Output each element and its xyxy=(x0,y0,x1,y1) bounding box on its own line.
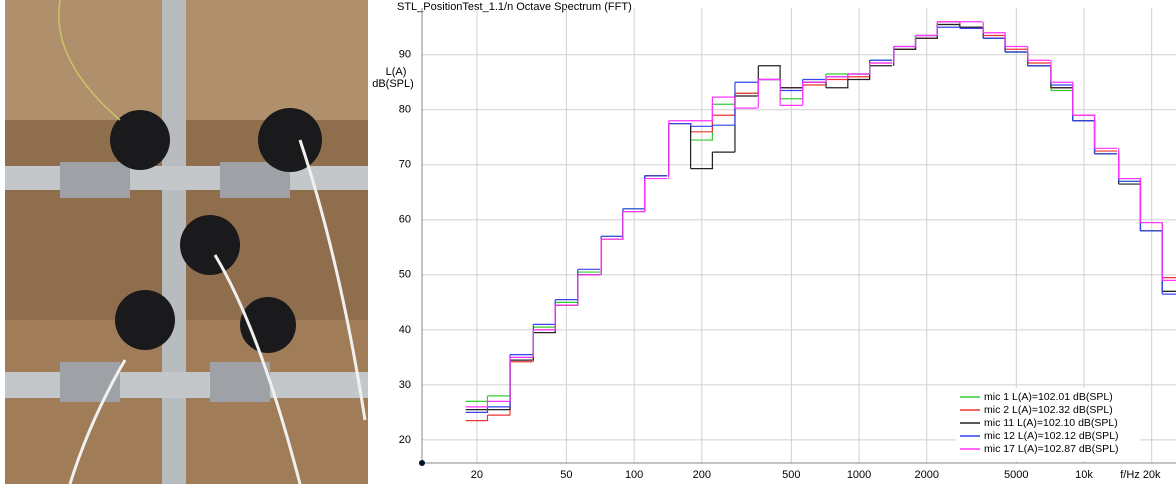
plot-area xyxy=(466,22,1176,421)
x-tick-label: 200 xyxy=(693,469,711,481)
y-tick-label: 70 xyxy=(399,159,411,171)
photo xyxy=(5,0,368,484)
y-tick-label: 80 xyxy=(399,104,411,116)
x-tick-label: 500 xyxy=(782,469,800,481)
y-tick-label: 90 xyxy=(399,49,411,61)
x-axis-label: f/Hz xyxy=(1120,469,1140,481)
chart-title: STL_PositionTest_1.1/n Octave Spectrum (… xyxy=(397,1,632,13)
x-tick-label: 100 xyxy=(625,469,643,481)
legend-label: mic 1 L(A)=102.01 dB(SPL) xyxy=(984,391,1113,403)
x-tick-label: 5000 xyxy=(1004,469,1028,481)
page: {"chart_data": {"type": "line", "step": … xyxy=(0,0,1176,484)
x-tick-label: 20 xyxy=(471,469,483,481)
page-canvas: STL_PositionTest_1.1/n Octave Spectrum (… xyxy=(0,0,1176,484)
y-tick-label: 50 xyxy=(399,269,411,281)
x-tick-label: 1000 xyxy=(847,469,871,481)
origin-dot xyxy=(419,460,425,466)
legend-label: mic 11 L(A)=102.10 dB(SPL) xyxy=(984,417,1118,429)
y-tick-label: 40 xyxy=(399,324,411,336)
legend-label: mic 12 L(A)=102.12 dB(SPL) xyxy=(984,430,1119,442)
y-tick-label: 30 xyxy=(399,379,411,391)
x-tick-label: 2000 xyxy=(915,469,939,481)
y-tick-label: 20 xyxy=(399,434,411,446)
legend-label: mic 17 L(A)=102.87 dB(SPL) xyxy=(984,443,1119,455)
x-tick-label: 20k xyxy=(1143,469,1161,481)
y-axis-label: L(A) xyxy=(386,66,407,78)
y-tick-label: 60 xyxy=(399,214,411,226)
y-axis-label: dB(SPL) xyxy=(372,78,414,90)
legend: mic 1 L(A)=102.01 dB(SPL)mic 2 L(A)=102.… xyxy=(956,388,1140,461)
x-tick-label: 50 xyxy=(560,469,572,481)
legend-label: mic 2 L(A)=102.32 dB(SPL) xyxy=(984,404,1113,416)
x-tick-label: 10k xyxy=(1075,469,1093,481)
